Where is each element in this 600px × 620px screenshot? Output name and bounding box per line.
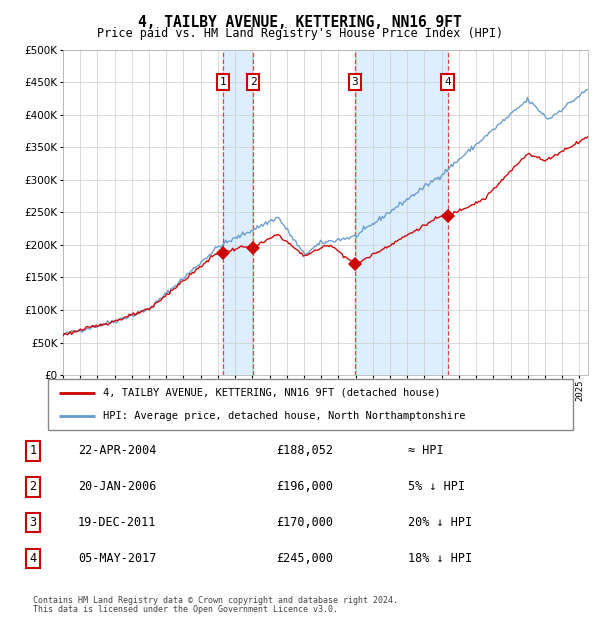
- Text: 1: 1: [29, 445, 37, 457]
- Text: 22-APR-2004: 22-APR-2004: [78, 445, 157, 457]
- Text: 2: 2: [250, 77, 257, 87]
- Bar: [223, 50, 253, 375]
- Text: 3: 3: [352, 77, 358, 87]
- Text: £170,000: £170,000: [276, 516, 333, 529]
- Text: 18% ↓ HPI: 18% ↓ HPI: [408, 552, 472, 565]
- Text: 4, TAILBY AVENUE, KETTERING, NN16 9FT: 4, TAILBY AVENUE, KETTERING, NN16 9FT: [138, 15, 462, 30]
- Text: ≈ HPI: ≈ HPI: [408, 445, 443, 457]
- Text: 05-MAY-2017: 05-MAY-2017: [78, 552, 157, 565]
- Text: Price paid vs. HM Land Registry's House Price Index (HPI): Price paid vs. HM Land Registry's House …: [97, 27, 503, 40]
- Text: 4, TAILBY AVENUE, KETTERING, NN16 9FT (detached house): 4, TAILBY AVENUE, KETTERING, NN16 9FT (d…: [103, 388, 440, 397]
- Text: 2: 2: [29, 480, 37, 493]
- Text: £245,000: £245,000: [276, 552, 333, 565]
- Text: 1: 1: [220, 77, 226, 87]
- Text: 3: 3: [29, 516, 37, 529]
- Text: 4: 4: [444, 77, 451, 87]
- Text: HPI: Average price, detached house, North Northamptonshire: HPI: Average price, detached house, Nort…: [103, 411, 466, 421]
- Text: Contains HM Land Registry data © Crown copyright and database right 2024.: Contains HM Land Registry data © Crown c…: [33, 596, 398, 604]
- Text: 20-JAN-2006: 20-JAN-2006: [78, 480, 157, 493]
- Bar: [355, 50, 448, 375]
- Text: £188,052: £188,052: [276, 445, 333, 457]
- Text: This data is licensed under the Open Government Licence v3.0.: This data is licensed under the Open Gov…: [33, 605, 338, 614]
- Text: 5% ↓ HPI: 5% ↓ HPI: [408, 480, 465, 493]
- Text: 4: 4: [29, 552, 37, 565]
- Text: 20% ↓ HPI: 20% ↓ HPI: [408, 516, 472, 529]
- FancyBboxPatch shape: [48, 379, 573, 430]
- Text: 19-DEC-2011: 19-DEC-2011: [78, 516, 157, 529]
- Text: £196,000: £196,000: [276, 480, 333, 493]
